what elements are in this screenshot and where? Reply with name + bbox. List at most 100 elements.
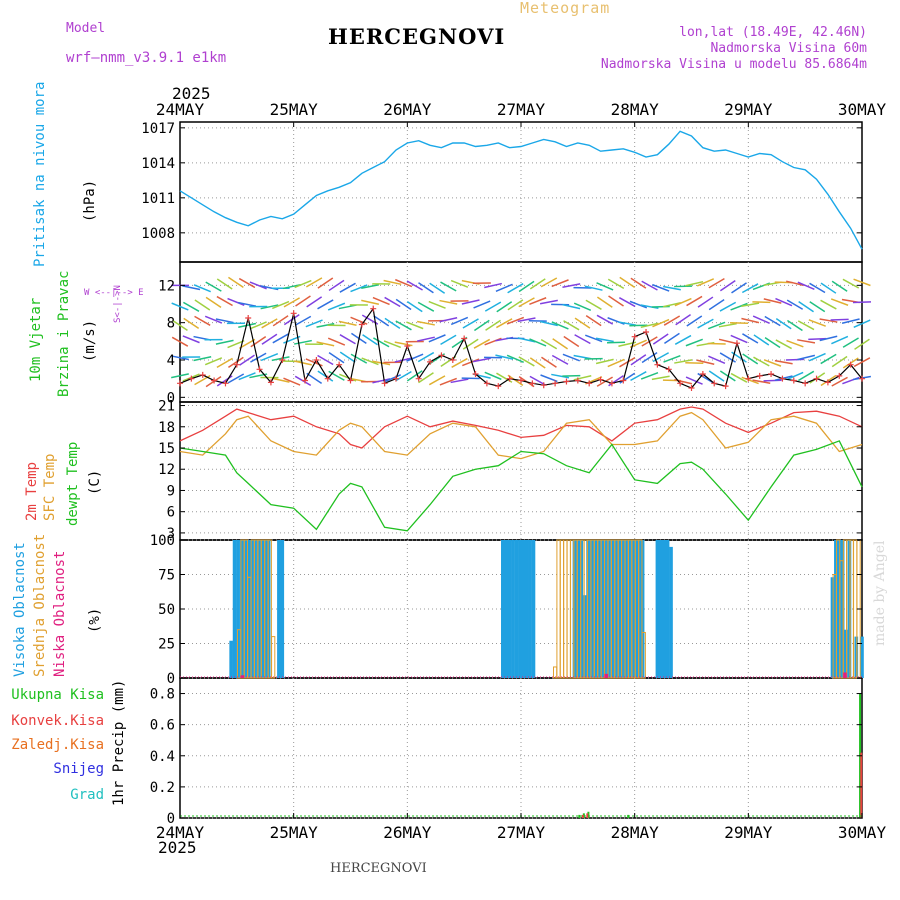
wind-marker [665,366,672,373]
wind-arrow [461,299,480,305]
wind-arrow [272,333,289,344]
date-tick-bottom: 26MAY [383,823,432,842]
wind-compass-we: W <--|--> E [84,288,144,298]
wind-marker [574,377,581,384]
wind-arrow [428,375,446,386]
wind-marker [381,380,388,387]
wind-arrow [697,296,714,308]
wind-marker [847,361,854,368]
wind-arrow [552,338,569,350]
wind-marker [586,380,593,387]
wind-arrow [819,335,838,342]
wind-arrow [674,297,692,307]
wind-arrow [685,280,704,287]
wind-arrow [830,318,849,321]
wind-arrow [573,302,592,311]
wind-arrow [540,277,558,288]
wind-arrow [596,376,613,387]
wind-arrow [663,354,681,363]
cloud-high-bar [521,540,526,678]
wind-arrow [763,359,782,367]
wind-arrow [573,354,592,360]
wind-marker [677,380,684,387]
date-tick-top: 25MAY [270,100,319,119]
cloud-high-bar [640,540,645,678]
wind-arrow [338,320,357,326]
wind-arrow [484,301,502,312]
wind-arrow [372,296,390,306]
wind-arrow [753,356,770,367]
wind-arrow [675,314,691,326]
date-tick-top: 29MAY [724,100,773,119]
wind-arrow [774,359,793,365]
wind-marker [699,371,706,377]
wind-arrow [260,304,279,310]
wind-arrow [282,283,301,290]
wind-arrow [786,299,804,310]
model-altitude-label: Nadmorska Visina u modelu 85.6864m [600,57,867,72]
wind-marker [518,377,524,384]
cloud-high-bar [830,577,835,678]
wind-arrow [418,372,434,384]
wind-arrow [294,339,312,345]
wind-arrow [752,301,771,304]
wind-arrow [741,302,760,307]
wind-arrow [238,277,256,289]
wind-arrow [574,317,591,329]
wind-arrow [573,375,592,381]
wind-arrow [350,353,368,364]
wind-arrow [383,340,402,349]
y-tick-label: 9 [167,483,175,499]
wind-arrow [707,321,726,330]
wind-arrow [730,334,748,344]
wind-arrow [741,283,759,294]
wind-arrow [418,282,434,294]
wind-arrow [249,321,267,330]
wind-arrow [372,378,391,384]
temp-dewpt-line [179,440,863,532]
wind-arrow [440,281,457,292]
precip-legend-grad: Grad [70,787,104,803]
wind-arrow [640,371,659,380]
wind-arrow [496,301,513,313]
wind-arrow [853,357,871,368]
wind-arrow [172,319,188,332]
y-tick-label: 1014 [141,156,175,172]
wind-arrow [506,316,525,325]
wind-arrow [551,354,569,365]
model-name: wrf—nmm_v3.9.1 e1km [66,50,227,66]
cloud-high-bar [511,540,515,678]
wind-arrow [205,281,222,292]
wind-arrow [854,338,870,350]
wind-arrow [551,373,570,379]
y-tick-label: 0 [167,390,175,406]
wind-arrow [429,282,446,294]
wind-marker [290,310,297,317]
wind-arrow [395,298,412,311]
wind-arrow [741,317,760,324]
y-tick-label: 3 [167,526,175,542]
wind-arrow [563,320,580,331]
date-tick-bottom: 24MAY [156,823,205,842]
wind-marker [427,358,434,365]
wind-arrow [394,357,413,363]
wind-arrow [562,353,580,362]
wind-arrow [317,354,334,366]
y-tick-label: 0 [167,671,175,687]
wind-arrow [306,372,323,385]
wind-arrow [584,285,603,291]
date-tick-top: 26MAY [383,100,432,119]
footer-title: HERCEGNOVI [330,861,427,876]
wind-marker [233,361,240,368]
wind-arrow [472,357,491,363]
meteogram-label: Meteogram [520,0,611,17]
wind-arrow [317,370,334,382]
wind-marker [313,357,320,363]
wind-arrow [406,300,423,313]
wind-arrow [384,317,401,330]
wind-marker [756,372,763,379]
wind-arrow [852,301,872,304]
y-tick-label: 12 [158,278,175,294]
wind-arrow [383,374,402,383]
